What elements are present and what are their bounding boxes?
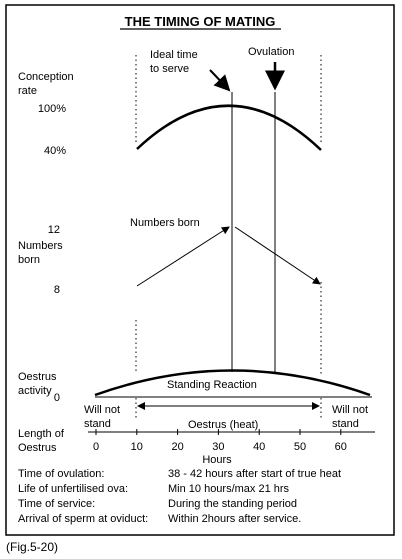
- arrow: [136, 226, 230, 287]
- tick-label: 30: [212, 441, 224, 453]
- frame: [5, 4, 395, 536]
- label: born: [18, 254, 40, 266]
- annotation: Will not: [332, 404, 368, 416]
- axis-label: Hours: [202, 454, 232, 466]
- annotation: Will not: [84, 404, 120, 416]
- tick-label: 0: [93, 441, 99, 453]
- tick-label: 20: [171, 441, 183, 453]
- info-value: During the standing period: [168, 498, 297, 510]
- label: Length of: [18, 428, 65, 440]
- label: 100%: [38, 103, 66, 115]
- caption: (Fig.5-20): [6, 540, 58, 554]
- info-label: Time of ovulation:: [18, 468, 104, 480]
- label: 0: [54, 392, 60, 404]
- info-label: Arrival of sperm at oviduct:: [18, 513, 148, 525]
- tick-label: 50: [294, 441, 306, 453]
- label: Oestrus: [18, 371, 57, 383]
- conception-curve: [136, 104, 322, 151]
- label: rate: [18, 85, 37, 97]
- annotation: to serve: [150, 63, 189, 75]
- dotted-guides: [135, 55, 322, 418]
- vertical-lines: [231, 92, 276, 372]
- left-labels: Conception rate 100% 40% 12 Numbers born…: [18, 71, 74, 454]
- info-value: Min 10 hours/max 21 hrs: [168, 483, 290, 495]
- label: Conception: [18, 71, 74, 83]
- standing-curve: [94, 369, 371, 397]
- annotation: Standing Reaction: [167, 379, 257, 391]
- label: 40%: [44, 145, 66, 157]
- info-label: Life of unfertilised ova:: [18, 483, 128, 495]
- tick-label: 10: [131, 441, 143, 453]
- hours-ticks: 0 10 20 30 40 50 60: [93, 429, 347, 453]
- annotation: Numbers born: [130, 217, 200, 229]
- tick-label: 60: [335, 441, 347, 453]
- info-label: Time of service:: [18, 498, 95, 510]
- title: THE TIMING OF MATING: [125, 14, 276, 29]
- annotation: stand: [332, 418, 359, 430]
- annotation: Oestrus (heat): [188, 419, 258, 431]
- tick-label: 40: [253, 441, 265, 453]
- annotation: Ideal time: [150, 49, 198, 61]
- arrow: [234, 226, 321, 285]
- label: activity: [18, 385, 52, 397]
- info-value: 38 - 42 hours after start of true heat: [168, 468, 341, 480]
- annotation: stand: [84, 418, 111, 430]
- label: 12: [48, 224, 60, 236]
- info: Time of ovulation: 38 - 42 hours after s…: [18, 468, 341, 525]
- arrow: [209, 69, 231, 92]
- annotation: Ovulation: [248, 46, 294, 58]
- label: Oestrus: [18, 442, 57, 454]
- info-value: Within 2hours after service.: [168, 513, 301, 525]
- label: Numbers: [18, 240, 63, 252]
- label: 8: [54, 284, 60, 296]
